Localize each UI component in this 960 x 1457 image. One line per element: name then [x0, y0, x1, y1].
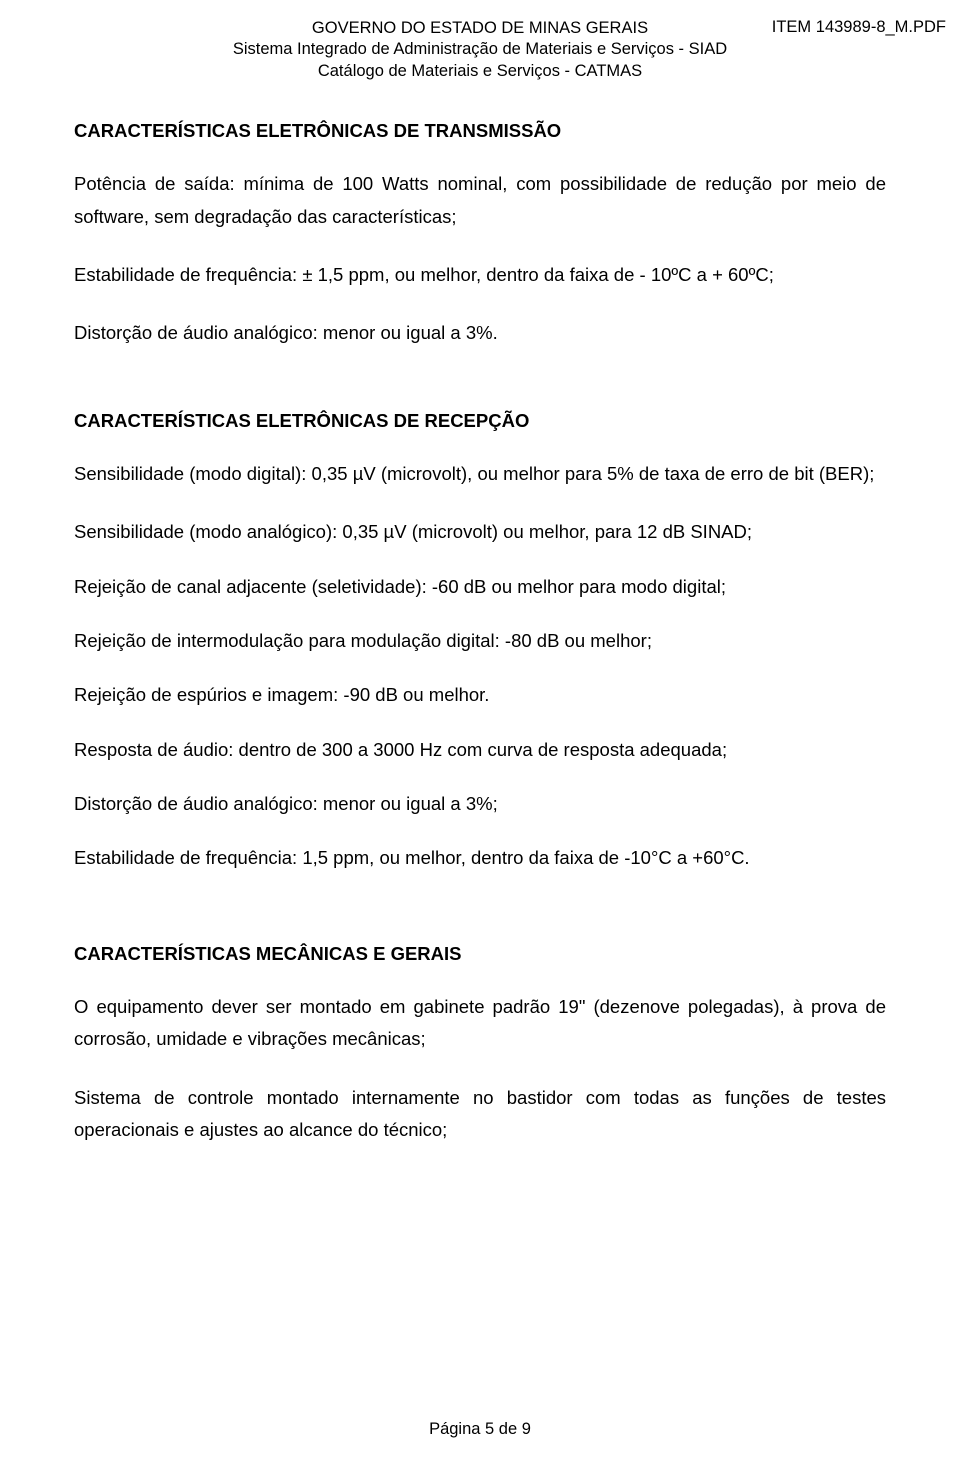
- section-1-para-1: Potência de saída: mínima de 100 Watts n…: [74, 168, 886, 233]
- section-1-para-3: Distorção de áudio analógico: menor ou i…: [74, 317, 886, 349]
- header-item-code: ITEM 143989-8_M.PDF: [772, 18, 946, 37]
- document-header: GOVERNO DO ESTADO DE MINAS GERAIS Sistem…: [0, 0, 960, 82]
- header-line-3: Catálogo de Materiais e Serviços - CATMA…: [0, 61, 960, 82]
- section-2-para-2: Sensibilidade (modo analógico): 0,35 µV …: [74, 516, 886, 548]
- section-2-para-5: Rejeição de espúrios e imagem: -90 dB ou…: [74, 679, 886, 711]
- section-2-para-1: Sensibilidade (modo digital): 0,35 µV (m…: [74, 458, 886, 490]
- section-2-para-4: Rejeição de intermodulação para modulaçã…: [74, 625, 886, 657]
- header-line-2: Sistema Integrado de Administração de Ma…: [0, 39, 960, 60]
- section-2-para-8: Estabilidade de frequência: 1,5 ppm, ou …: [74, 842, 886, 874]
- section-2-para-3: Rejeição de canal adjacente (seletividad…: [74, 571, 886, 603]
- page-footer: Página 5 de 9: [0, 1420, 960, 1439]
- section-3-para-2: Sistema de controle montado internamente…: [74, 1082, 886, 1147]
- section-1-para-2: Estabilidade de frequência: ± 1,5 ppm, o…: [74, 259, 886, 291]
- section-3-para-1: O equipamento dever ser montado em gabin…: [74, 991, 886, 1056]
- section-2-title: CARACTERÍSTICAS ELETRÔNICAS DE RECEPÇÃO: [74, 410, 886, 432]
- section-3-title: CARACTERÍSTICAS MECÂNICAS E GERAIS: [74, 943, 886, 965]
- section-2-para-6: Resposta de áudio: dentro de 300 a 3000 …: [74, 734, 886, 766]
- document-body: CARACTERÍSTICAS ELETRÔNICAS DE TRANSMISS…: [0, 82, 960, 1146]
- section-1-title: CARACTERÍSTICAS ELETRÔNICAS DE TRANSMISS…: [74, 120, 886, 142]
- section-2-para-7: Distorção de áudio analógico: menor ou i…: [74, 788, 886, 820]
